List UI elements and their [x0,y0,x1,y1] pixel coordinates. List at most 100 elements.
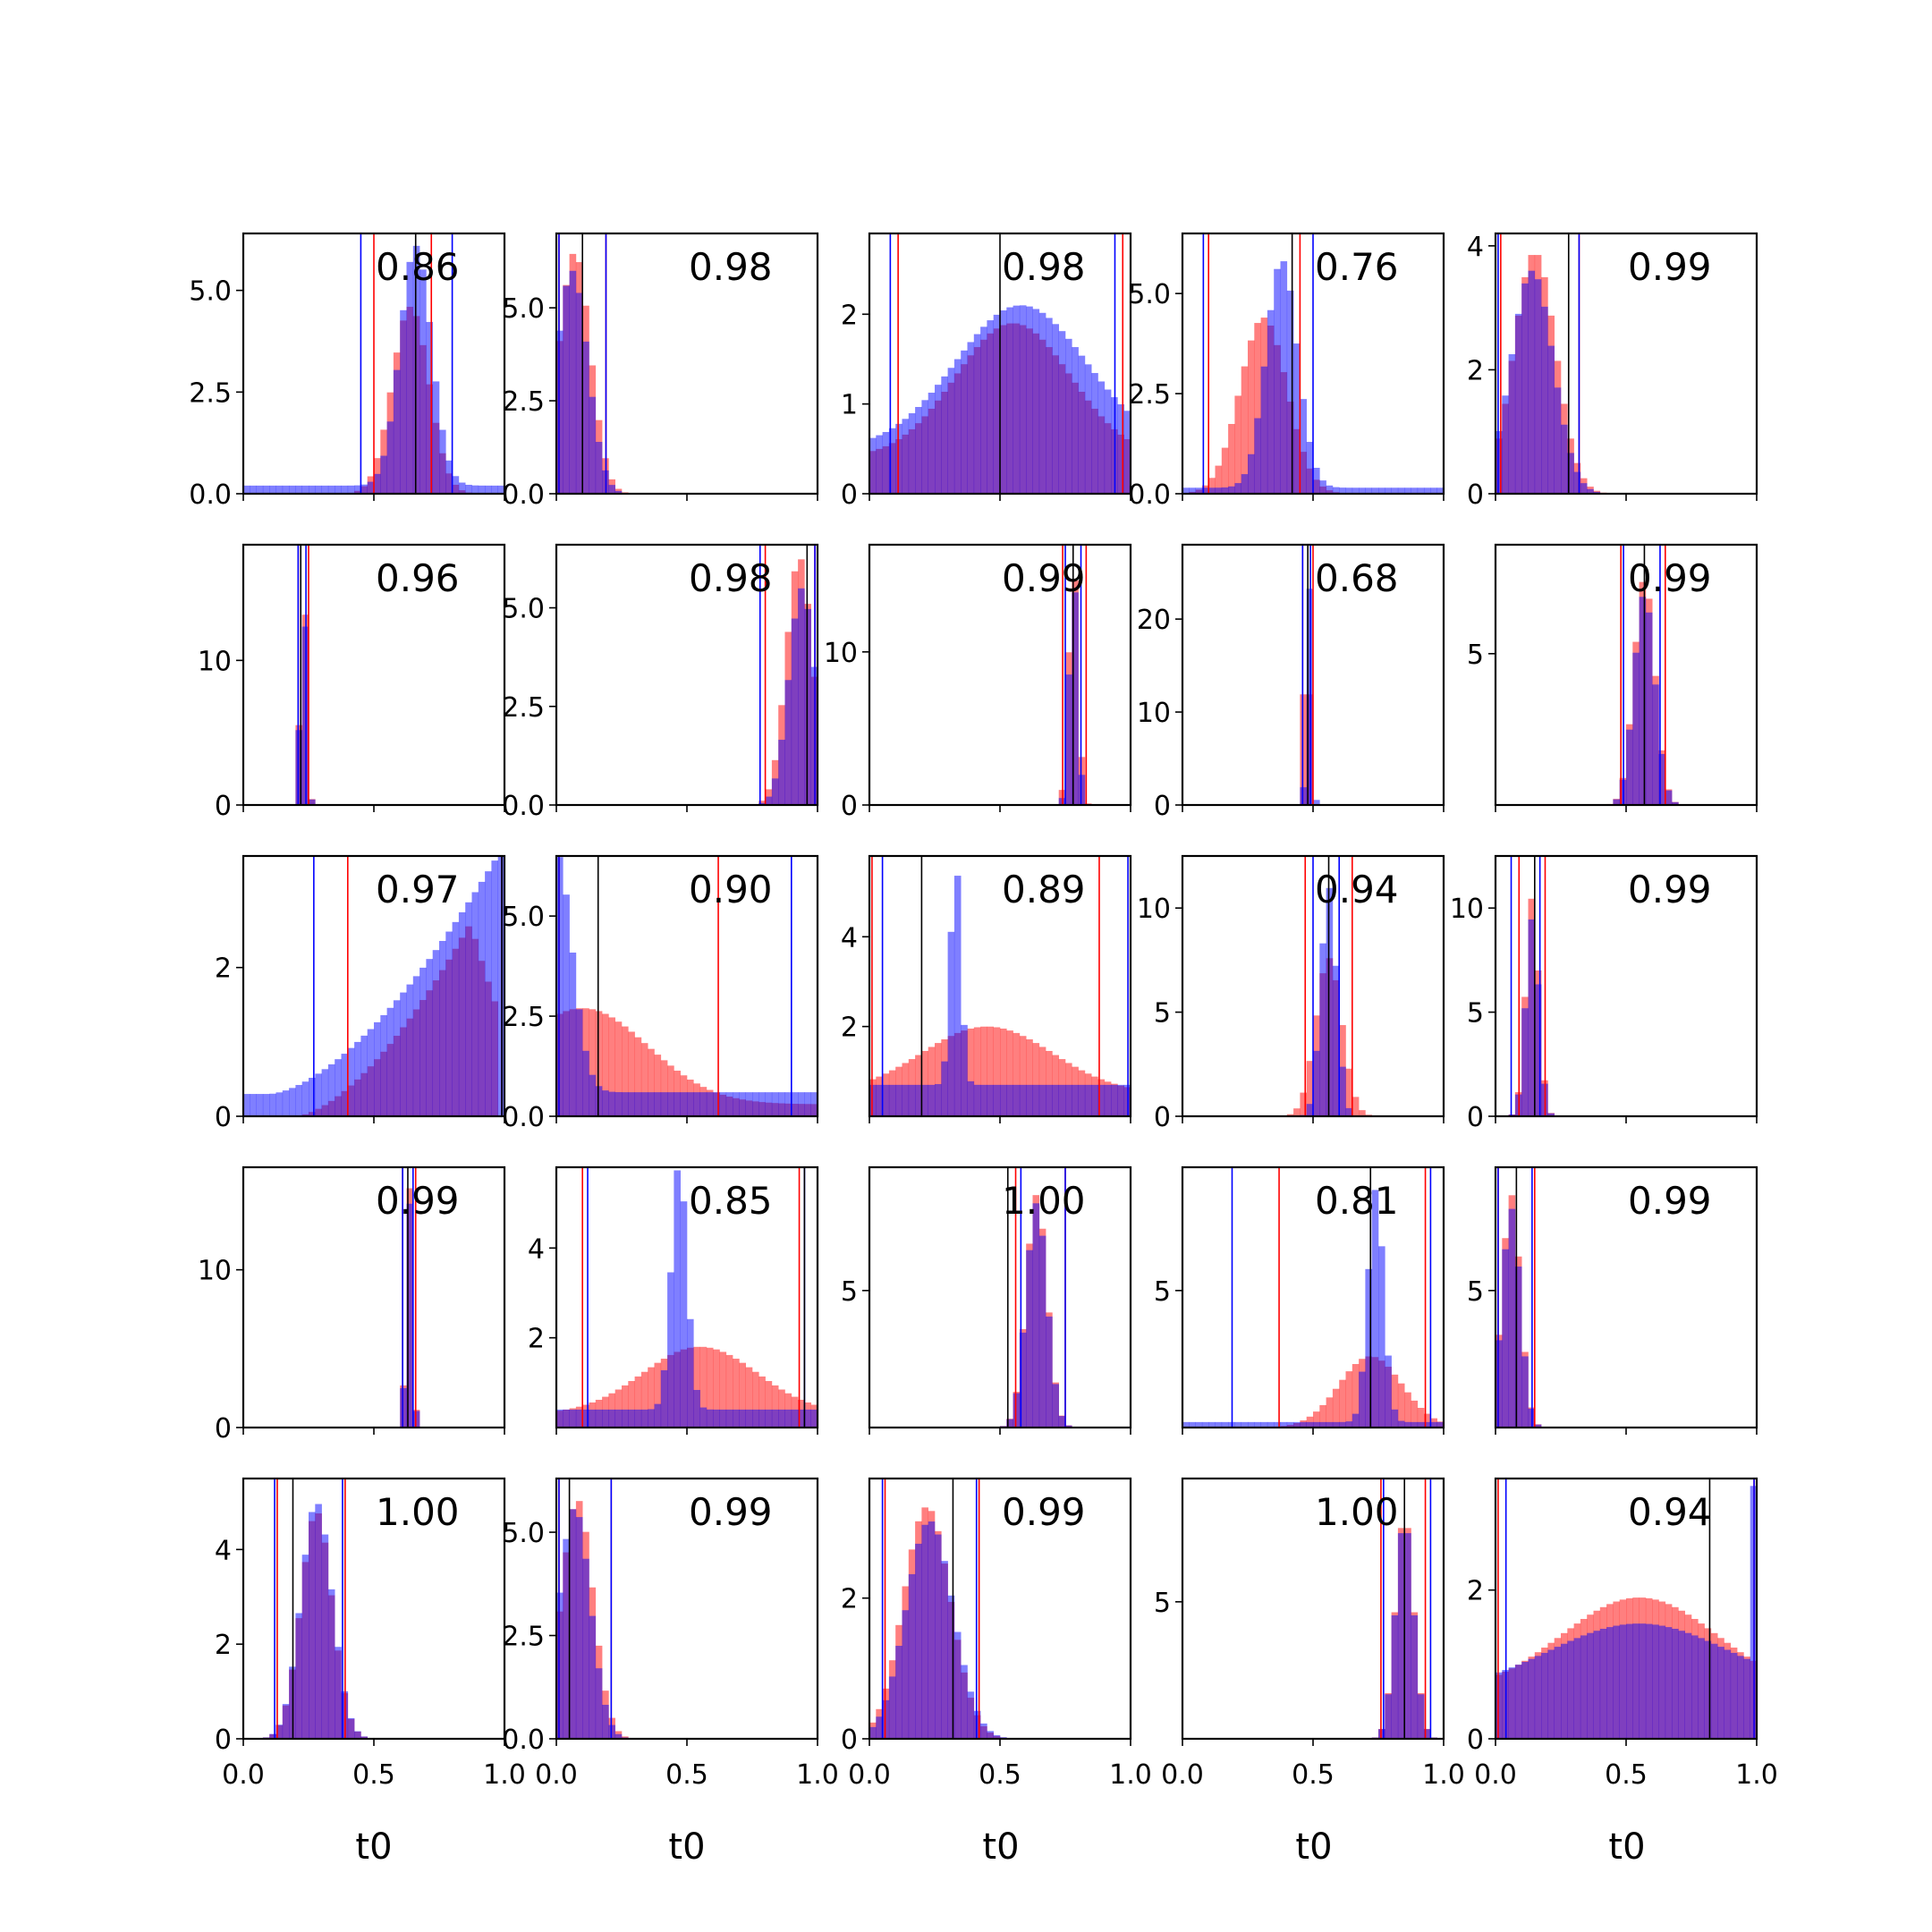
y-tick-label: 10 [198,646,232,677]
blue-hist-bar [882,431,890,494]
y-tick-label: 5.0 [502,1518,545,1549]
panel-frame [868,543,1132,807]
blue-hist-bar [1254,1421,1261,1428]
panel-r3-c1: 240.85 [528,1165,819,1435]
blue-hist-bar [1123,411,1131,494]
blue-hist-bar [1293,343,1301,494]
y-tick-label: 2.5 [502,386,545,418]
x-axis-label-col-3: t0 [1295,1826,1332,1868]
blue-hist-bar [321,485,329,494]
blue-hist-bar [406,1203,414,1428]
red-hist-bar [1046,1050,1053,1116]
blue-hist-bar [393,1000,401,1116]
y-tick-label: 10 [1137,698,1171,729]
blue-hist-bar [1404,1421,1411,1428]
blue-hist-bar [973,1710,981,1739]
blue-hist-bar [1397,1533,1405,1739]
red-hist-bar [752,1371,759,1428]
blue-hist-bar [1248,1421,1255,1428]
blue-hist-bar [1097,381,1106,494]
blue-hist-bar [941,1561,948,1739]
score-annotation: 0.99 [1628,556,1712,600]
blue-hist-bar [654,1092,662,1116]
blue-hist-bar [1293,1421,1301,1428]
x-tick-label: 0.5 [1605,1759,1648,1791]
blue-hist-bar [987,1084,994,1116]
panel-marks [1496,1479,1757,1739]
blue-hist-bar [341,1054,349,1116]
blue-hist-bar [1658,1625,1666,1739]
blue-hist-bar [1319,480,1326,494]
blue-hist-bar [1117,404,1124,494]
blue-hist-bar [778,1092,785,1116]
y-tick-label: 2 [841,1013,858,1044]
blue-hist-bar [1267,309,1275,494]
blue-hist-bar [1359,487,1366,494]
blue-hist-bar [1072,1084,1079,1116]
blue-hist-bar [902,419,910,494]
blue-hist-bar [367,481,375,494]
panel-r3-c0: 0 10 0.99 [198,1165,506,1445]
blue-hist-bar [1704,1640,1712,1739]
y-tick-label: 5.0 [502,293,545,325]
blue-hist-bar [784,680,792,805]
y-tick-label: 0 [215,1102,232,1133]
blue-hist-bar [347,1717,355,1739]
blue-hist-bar [426,321,433,494]
blue-hist-bar [1058,331,1066,494]
blue-hist-bar [947,931,955,1116]
red-hist-bar [589,1009,597,1116]
blue-hist-bar [465,902,472,1116]
blue-hist-bar [1306,1421,1314,1428]
x-tick-label: 0.5 [665,1759,708,1791]
x-axis-label-col-4: t0 [1608,1826,1645,1868]
blue-hist-bar [1710,1643,1718,1739]
x-axis-label-col-1: t0 [668,1826,705,1868]
red-hist-bar [640,1371,648,1428]
blue-hist-bar [935,1084,942,1116]
score-annotation: 0.76 [1315,245,1399,289]
blue-hist-bar [1404,1533,1411,1739]
panel-marks [869,233,1131,494]
blue-hist-bar [262,1094,270,1116]
red-hist-bar [1404,1392,1411,1428]
blue-hist-bar [1430,1421,1437,1428]
blue-hist-bar [315,1504,322,1739]
blue-hist-bar [699,1092,708,1116]
blue-hist-bar [1528,919,1536,1116]
blue-hist-bar [640,1409,648,1428]
panel-r1-c1: 0.0 2.5 5.0 0.98 [502,543,819,822]
blue-hist-bar [1678,1631,1685,1739]
blue-hist-bar [1365,1268,1372,1428]
red-hist-bar [1411,1400,1419,1428]
y-tick-label: 2.5 [502,1002,545,1033]
y-tick-label: 5 [1467,998,1484,1030]
blue-hist-bar [713,1409,720,1428]
blue-hist-bar [1534,1424,1542,1428]
blue-hist-bar [301,1081,309,1116]
blue-hist-bar [1724,1649,1732,1739]
blue-hist-bar [595,1668,603,1739]
blue-hist-bar [1339,487,1346,494]
y-tick-label: 2.5 [502,1622,545,1653]
blue-hist-bar [895,423,902,494]
y-tick-label: 0.0 [502,791,545,822]
blue-hist-bar [895,1646,902,1739]
blue-hist-bar [1698,1638,1705,1739]
blue-hist-bar [589,1409,597,1428]
blue-hist-bar [569,270,577,494]
blue-hist-bar [1058,1416,1066,1428]
red-hist-bar [1013,1032,1021,1116]
y-tick-label: 2 [841,300,858,331]
blue-hist-bar [1019,1084,1027,1116]
panel-marks [869,856,1131,1116]
blue-hist-bar [953,1631,962,1739]
blue-hist-bar [445,460,453,494]
blue-hist-bar [563,894,570,1116]
blue-hist-bar [804,1409,811,1428]
blue-hist-bar [1652,1624,1659,1739]
red-hist-bar [602,1013,609,1116]
y-tick-label: 2 [215,953,232,985]
blue-hist-bar [327,485,335,494]
blue-hist-bar [810,1409,818,1428]
